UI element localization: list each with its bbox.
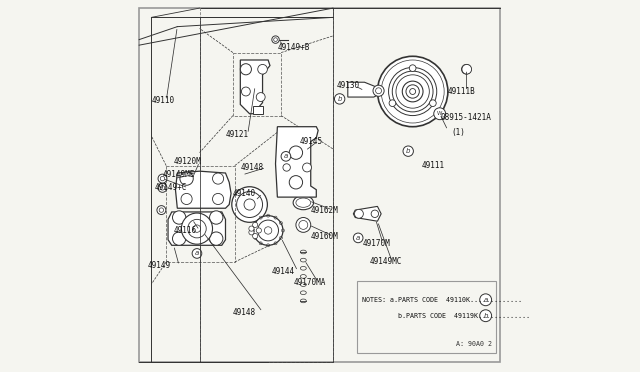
- Text: a: a: [484, 297, 488, 303]
- Text: 49149MC: 49149MC: [370, 257, 403, 266]
- Circle shape: [241, 87, 250, 96]
- Text: b: b: [337, 96, 342, 102]
- Text: A: 90A0 2: A: 90A0 2: [456, 340, 492, 346]
- Circle shape: [253, 234, 258, 238]
- Circle shape: [480, 294, 492, 306]
- Text: 49144: 49144: [272, 267, 295, 276]
- Bar: [357, 280, 496, 353]
- Circle shape: [403, 81, 423, 102]
- Circle shape: [158, 183, 167, 192]
- Text: 49110: 49110: [152, 96, 175, 105]
- Text: a: a: [195, 250, 199, 256]
- Text: (1): (1): [452, 128, 465, 137]
- Text: 49170M: 49170M: [363, 239, 390, 248]
- Circle shape: [253, 222, 258, 228]
- Text: 49130: 49130: [337, 81, 360, 90]
- Polygon shape: [353, 206, 381, 221]
- Circle shape: [173, 211, 186, 224]
- Circle shape: [181, 193, 192, 205]
- Text: 49145: 49145: [300, 137, 323, 146]
- Text: 49149+B: 49149+B: [277, 42, 310, 51]
- Text: b.PARTS CODE  49119K.............: b.PARTS CODE 49119K.............: [362, 313, 529, 319]
- Circle shape: [410, 65, 416, 71]
- Circle shape: [371, 210, 378, 218]
- Text: 08915-1421A: 08915-1421A: [440, 113, 492, 122]
- Text: a: a: [284, 153, 288, 159]
- Polygon shape: [253, 106, 262, 114]
- Circle shape: [281, 151, 291, 161]
- Circle shape: [158, 174, 167, 183]
- Circle shape: [209, 232, 223, 245]
- Text: b: b: [406, 148, 410, 154]
- Text: 49140: 49140: [233, 189, 256, 198]
- Circle shape: [403, 146, 413, 156]
- Circle shape: [335, 94, 345, 104]
- Circle shape: [373, 85, 384, 96]
- Circle shape: [480, 310, 492, 322]
- Text: 49148: 49148: [240, 163, 264, 172]
- Circle shape: [232, 187, 268, 222]
- Circle shape: [192, 248, 202, 258]
- Circle shape: [240, 64, 252, 75]
- Text: NOTES: a.PARTS CODE  49110K.............: NOTES: a.PARTS CODE 49110K.............: [362, 297, 522, 303]
- Circle shape: [181, 213, 212, 244]
- Circle shape: [289, 146, 303, 159]
- Text: 49149ME: 49149ME: [163, 170, 195, 179]
- Text: 49121: 49121: [225, 129, 248, 139]
- Polygon shape: [276, 127, 318, 197]
- Text: 49162M: 49162M: [311, 206, 339, 215]
- Polygon shape: [175, 171, 231, 208]
- Circle shape: [462, 64, 472, 74]
- Circle shape: [434, 108, 445, 120]
- Circle shape: [461, 64, 471, 74]
- Text: a: a: [356, 235, 360, 241]
- Circle shape: [283, 164, 291, 171]
- Circle shape: [180, 172, 193, 185]
- Circle shape: [378, 56, 448, 127]
- Circle shape: [389, 100, 396, 106]
- Circle shape: [249, 230, 254, 235]
- Text: b: b: [483, 313, 488, 319]
- Circle shape: [296, 218, 311, 232]
- Circle shape: [355, 209, 364, 218]
- Text: 49148: 49148: [233, 308, 256, 317]
- Circle shape: [157, 206, 166, 215]
- Text: 49160M: 49160M: [311, 231, 339, 241]
- Text: 49116: 49116: [173, 226, 196, 235]
- Text: 49111B: 49111B: [448, 87, 476, 96]
- Polygon shape: [348, 82, 380, 97]
- Ellipse shape: [293, 196, 314, 210]
- Text: 49170MA: 49170MA: [294, 278, 326, 287]
- Circle shape: [429, 100, 436, 106]
- Circle shape: [212, 193, 223, 205]
- Circle shape: [272, 36, 279, 43]
- Circle shape: [253, 216, 283, 245]
- Polygon shape: [240, 60, 270, 114]
- Circle shape: [258, 64, 268, 74]
- Text: 49149: 49149: [148, 261, 171, 270]
- Circle shape: [249, 226, 254, 231]
- Polygon shape: [168, 212, 225, 245]
- Circle shape: [353, 233, 363, 243]
- Text: 49111: 49111: [422, 161, 445, 170]
- Circle shape: [256, 93, 265, 102]
- Circle shape: [209, 211, 223, 224]
- Text: 49149+C: 49149+C: [155, 183, 188, 192]
- Circle shape: [289, 176, 303, 189]
- Circle shape: [173, 232, 186, 245]
- Circle shape: [303, 163, 312, 172]
- Circle shape: [212, 173, 223, 184]
- Text: 49120M: 49120M: [173, 157, 202, 166]
- Circle shape: [256, 228, 262, 233]
- Text: W: W: [437, 111, 442, 116]
